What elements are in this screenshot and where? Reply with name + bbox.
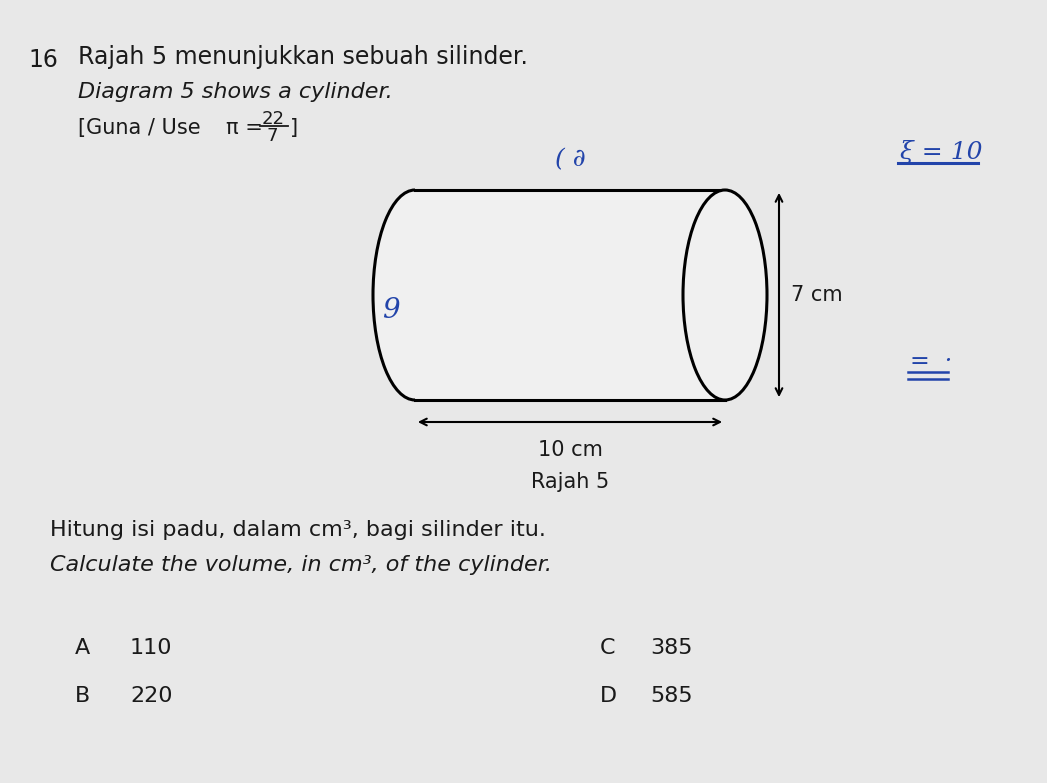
Text: 9: 9 [382,297,400,323]
Text: Rajah 5 menunjukkan sebuah silinder.: Rajah 5 menunjukkan sebuah silinder. [77,45,528,69]
Ellipse shape [373,190,456,400]
Text: ( ∂: ( ∂ [555,148,585,171]
Text: ]: ] [290,118,298,138]
Text: 110: 110 [130,638,173,658]
Text: Hitung isi padu, dalam cm³, bagi silinder itu.: Hitung isi padu, dalam cm³, bagi silinde… [50,520,545,540]
Text: ξ = 10: ξ = 10 [900,140,982,164]
Text: A: A [75,638,90,658]
Text: 7 cm: 7 cm [790,285,843,305]
Text: 10 cm: 10 cm [537,440,602,460]
Text: 385: 385 [650,638,692,658]
Text: 585: 585 [650,686,693,706]
Text: Calculate the volume, in cm³, of the cylinder.: Calculate the volume, in cm³, of the cyl… [50,555,552,575]
Text: B: B [75,686,90,706]
Text: Rajah 5: Rajah 5 [531,472,609,492]
Text: 7: 7 [266,127,277,145]
Polygon shape [415,190,725,400]
Text: Diagram 5 shows a cylinder.: Diagram 5 shows a cylinder. [77,82,393,102]
Text: 16: 16 [28,48,58,72]
Text: 220: 220 [130,686,173,706]
Text: D: D [600,686,617,706]
Text: 22: 22 [262,110,285,128]
Text: C: C [600,638,616,658]
Text: π =: π = [226,118,269,138]
Text: [Guna / Use: [Guna / Use [77,118,207,138]
Ellipse shape [683,190,767,400]
Text: =  ·: = · [910,350,953,373]
